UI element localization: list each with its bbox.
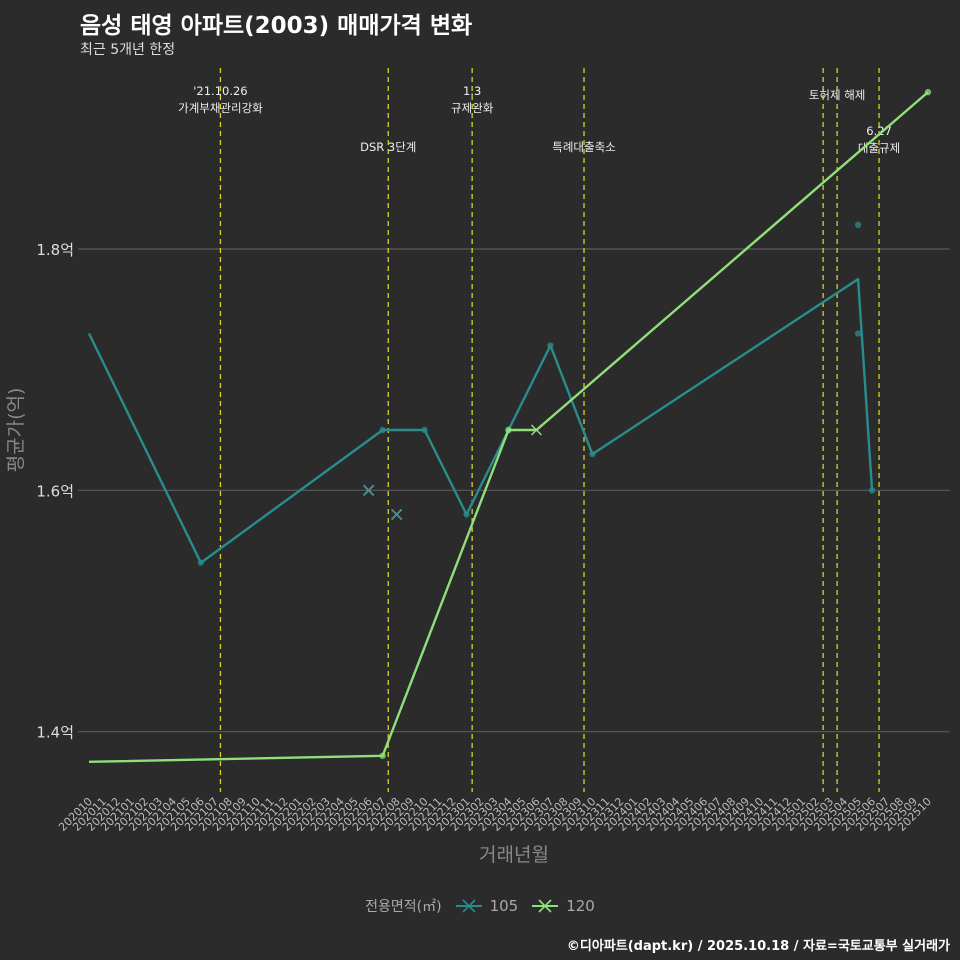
data-point-105 [463, 511, 470, 518]
series-line-105 [87, 277, 874, 564]
legend-title: 전용면적(㎡) [365, 899, 442, 915]
legend-item-105: 105 [454, 896, 519, 916]
data-point-105 [868, 487, 876, 494]
legend: 전용면적(㎡) 105 120 [0, 896, 960, 916]
cross-marker-105 [391, 509, 403, 520]
data-point-120 [924, 88, 932, 96]
legend-label-105: 105 [489, 897, 519, 915]
legend-label-120: 120 [566, 897, 595, 915]
x-axis-title: 거래년월 [479, 844, 549, 866]
event-label: DSR 3단계 [360, 140, 416, 154]
data-point-105 [854, 330, 862, 337]
event-label: 토허제 해제 [809, 88, 866, 102]
chart-subtitle: 최근 5개년 한정 [80, 42, 176, 58]
legend-key-105 [455, 899, 482, 913]
event-label: 특례대출축소 [552, 140, 615, 154]
legend-item-120: 120 [530, 896, 595, 916]
event-label: 1.3 [463, 84, 481, 98]
event-label: 가계부채관리강화 [178, 101, 263, 115]
data-point-120 [379, 752, 386, 759]
cross-marker-105 [363, 484, 375, 496]
y-tick-label: 1.6억 [36, 482, 74, 500]
data-point-105 [547, 342, 554, 349]
data-point-105 [589, 450, 596, 458]
data-point-105 [854, 221, 862, 229]
y-tick-label: 1.8억 [36, 241, 74, 259]
y-tick-label: 1.4억 [36, 724, 74, 742]
y-axis-title: 평균가(억) [5, 388, 27, 473]
event-label: '21.10.26 [193, 84, 247, 98]
legend-key-120 [532, 899, 559, 913]
data-point-105 [197, 559, 205, 566]
cross-marker-120 [530, 424, 542, 436]
event-label: 규제완화 [451, 101, 494, 115]
data-point-105 [379, 426, 386, 434]
data-point-105 [421, 426, 428, 434]
chart-title: 음성 태영 아파트(2003) 매매가격 변화 [80, 13, 473, 39]
footer-credit: ©디아파트(dapt.kr) / 2025.10.18 / 자료=국토교통부 실… [566, 939, 950, 954]
data-point-120 [505, 426, 512, 434]
